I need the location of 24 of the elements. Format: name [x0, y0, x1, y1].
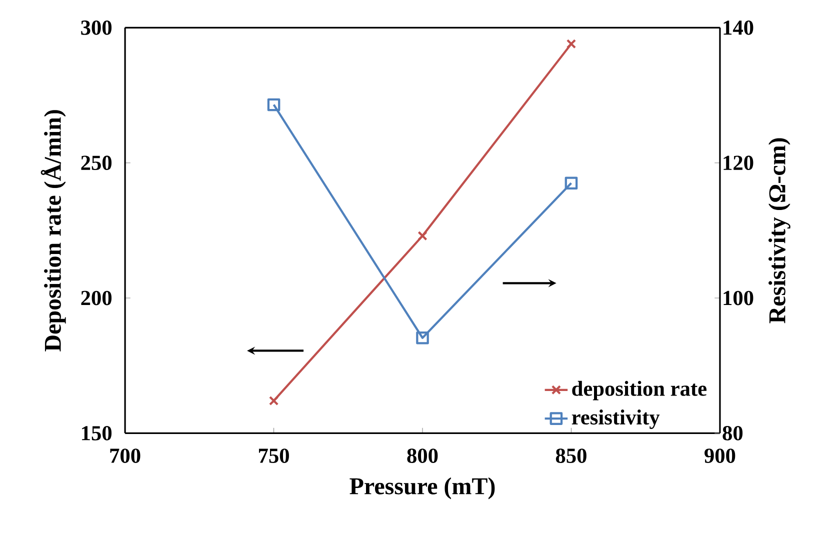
point	[564, 176, 578, 190]
legend-label: resistivity	[572, 410, 660, 430]
y2-tick-label: 80	[722, 426, 743, 441]
y2-tick-label: 140	[724, 20, 754, 36]
x-axis-title: Pressure (mT)	[350, 478, 495, 500]
y-tick-label: 200	[81, 291, 112, 306]
point	[267, 98, 280, 112]
y2-tick-label: 120	[724, 156, 754, 170]
y-axis-title: Deposition rate (Å/min)	[40, 110, 66, 352]
legend-label: deposition rate	[572, 381, 706, 400]
point	[566, 39, 576, 49]
y2-tick-label: 100	[724, 291, 754, 306]
point	[418, 231, 428, 241]
point	[416, 332, 429, 345]
x-tick-label: 850	[556, 448, 586, 464]
x-tick-label: 700	[110, 448, 140, 464]
y-tick-label: 250	[81, 156, 112, 170]
y2-axis-title: Resistivity (Ω-cm)	[768, 138, 790, 324]
y-tick-label: 300	[81, 20, 112, 36]
x-tick-label: 750	[258, 448, 289, 464]
x-tick-label: 900	[704, 448, 736, 464]
point	[268, 396, 279, 406]
y-tick-label: 150	[82, 426, 112, 441]
x-tick-label: 800	[407, 448, 438, 464]
